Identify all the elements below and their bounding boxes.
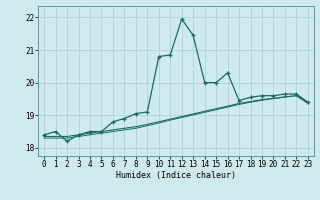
X-axis label: Humidex (Indice chaleur): Humidex (Indice chaleur) (116, 171, 236, 180)
